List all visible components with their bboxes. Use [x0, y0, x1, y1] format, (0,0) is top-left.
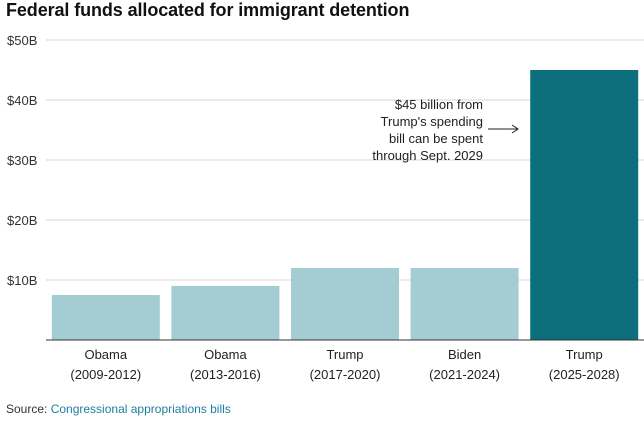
y-tick-label: $20B	[7, 213, 37, 228]
bar	[51, 295, 160, 340]
source-label: Source:	[6, 402, 48, 416]
x-tick-label: Obama	[84, 347, 127, 362]
x-tick-label: (2017-2020)	[310, 367, 381, 382]
y-tick-label: $30B	[7, 153, 37, 168]
bar	[530, 70, 639, 340]
source-link[interactable]: Congressional appropriations bills	[50, 402, 231, 416]
x-tick-label: Trump	[566, 347, 603, 362]
x-tick-label: (2025-2028)	[549, 367, 620, 382]
y-tick-label: $40B	[7, 93, 37, 108]
x-tick-label: Obama	[204, 347, 247, 362]
x-tick-label: Biden	[448, 347, 481, 362]
x-tick-label: (2009-2012)	[70, 367, 141, 382]
y-tick-label: $10B	[7, 273, 37, 288]
annotation-text: $45 billion from	[395, 97, 483, 112]
bar	[171, 286, 280, 340]
y-tick-label: $50B	[7, 33, 37, 48]
annotation-text: through Sept. 2029	[372, 148, 483, 163]
x-tick-label: Trump	[326, 347, 363, 362]
x-tick-label: (2013-2016)	[190, 367, 261, 382]
x-tick-label: (2021-2024)	[429, 367, 500, 382]
source-line: Source: Congressional appropriations bil…	[6, 402, 231, 416]
bar	[291, 268, 399, 340]
annotation-arrowhead	[511, 124, 519, 134]
annotation-text: Trump's spending	[381, 114, 483, 129]
bar	[410, 268, 519, 340]
bar-chart: $10B $20B $30B $40B $50B Obama (2009-2012) Obam…	[7, 33, 644, 382]
annotation-text: bill can be spent	[389, 131, 483, 146]
chart-title: Federal funds allocated for immigrant de…	[6, 0, 410, 20]
